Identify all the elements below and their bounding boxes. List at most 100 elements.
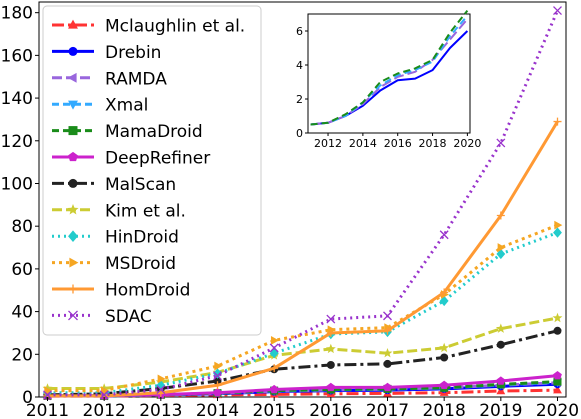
data-point-msdroid xyxy=(157,374,166,384)
data-point-sdac xyxy=(213,371,222,381)
x-tick-label: 2016 xyxy=(309,401,352,419)
data-point-sdac xyxy=(383,311,392,321)
data-point-malscan xyxy=(553,326,562,335)
x-tick-label: 2019 xyxy=(479,401,522,419)
data-point-deeprefiner xyxy=(383,382,392,392)
legend-marker-ramda xyxy=(67,72,77,83)
legend-label-sdac: SDAC xyxy=(105,307,152,327)
legend-marker-homdroid xyxy=(68,284,78,294)
legend-item-drebin: Drebin xyxy=(52,43,161,63)
legend-label-ramda: RAMDA xyxy=(105,69,167,89)
legend: Mclaughlin et al. Drebin RAMDA Xmal MamaDroi… xyxy=(42,5,262,336)
data-point-kim-et-al xyxy=(552,312,563,323)
legend-item-mclaughlin-et-al: Mclaughlin et al. xyxy=(52,17,245,37)
legend-label-deeprefiner: DeepRefiner xyxy=(105,149,210,169)
legend-label-malscan: MalScan xyxy=(105,175,176,195)
series-homdroid xyxy=(43,117,562,400)
data-point-msdroid xyxy=(554,220,563,230)
x-tick-label: 2015 xyxy=(253,401,296,419)
inset-series-line-3 xyxy=(310,9,469,126)
y-tick-label: 180 xyxy=(1,4,33,24)
inset-x-tick-label: 2020 xyxy=(453,137,481,150)
data-point-msdroid xyxy=(214,361,223,371)
y-tick-label: 80 xyxy=(11,217,33,237)
series-line-hindroid xyxy=(47,231,559,395)
data-point-mamadroid xyxy=(553,377,562,386)
data-point-sdac xyxy=(326,314,336,324)
y-tick-label: 160 xyxy=(1,46,33,66)
series-line-mamadroid xyxy=(47,380,558,398)
data-point-homdroid xyxy=(496,211,505,220)
series-line-sdac xyxy=(47,9,559,397)
legend-marker-hindroid xyxy=(68,230,78,243)
data-point-homdroid xyxy=(383,326,392,335)
legend-item-hindroid: HinDroid xyxy=(52,228,179,248)
inset-y-tick-label: 4 xyxy=(296,59,303,72)
legend-label-kim-et-al: Kim et al. xyxy=(105,201,186,221)
x-tick-label: 2020 xyxy=(536,401,579,419)
legend-frame xyxy=(42,5,262,336)
inset-y-tick-label: 0 xyxy=(296,127,303,140)
data-point-sdac xyxy=(439,230,449,240)
legend-item-sdac: SDAC xyxy=(52,307,152,327)
data-point-malscan xyxy=(383,359,392,368)
data-point-deeprefiner xyxy=(213,388,222,397)
data-point-deeprefiner xyxy=(496,376,506,385)
legend-item-xmal: Xmal xyxy=(52,96,148,116)
legend-items: Mclaughlin et al. Drebin RAMDA Xmal MamaDroi… xyxy=(52,17,245,327)
data-point-kim-et-al xyxy=(495,323,506,333)
y-tick-label: 140 xyxy=(1,89,33,109)
data-point-msdroid xyxy=(270,336,279,345)
data-point-homdroid xyxy=(440,288,449,297)
series-line-homdroid xyxy=(47,120,559,398)
x-tick-label: 2013 xyxy=(139,401,182,419)
data-point-malscan xyxy=(326,360,335,369)
inset-x-axis: 2012 2014 2016 2018 2020 xyxy=(314,133,481,150)
inset-bg xyxy=(308,14,470,133)
inset-y-axis: 0 2 4 6 xyxy=(296,25,308,140)
x-tick-label: 2014 xyxy=(196,401,239,419)
data-point-deeprefiner xyxy=(269,384,279,394)
legend-marker-msdroid xyxy=(69,257,79,268)
main-plot-frame xyxy=(38,1,567,398)
legend-label-mclaughlin-et-al: Mclaughlin et al. xyxy=(105,17,245,37)
legend-label-drebin: Drebin xyxy=(105,43,161,63)
y-tick-label: 120 xyxy=(1,132,33,152)
inset-plot: 0 2 4 6 2012 2014 2016 2018 2020 xyxy=(296,9,481,150)
inset-y-tick-label: 6 xyxy=(296,25,303,38)
legend-marker-drebin xyxy=(68,46,78,56)
data-point-deeprefiner xyxy=(553,371,562,380)
legend-item-kim-et-al: Kim et al. xyxy=(52,201,186,221)
legend-label-homdroid: HomDroid xyxy=(105,281,190,301)
x-tick-label: 2011 xyxy=(26,401,69,419)
series-sdac xyxy=(43,6,562,400)
data-point-deeprefiner xyxy=(326,382,336,392)
data-point-sdac xyxy=(43,390,52,400)
inset-x-tick-label: 2012 xyxy=(314,137,342,150)
legend-marker-xmal xyxy=(68,100,78,110)
x-tick-label: 2012 xyxy=(83,401,126,419)
legend-marker-mclaughlin-et-al xyxy=(68,19,78,29)
data-point-homdroid xyxy=(213,381,222,390)
x-tick-label: 2017 xyxy=(366,401,409,419)
main-x-axis: 2011 2012 2013 2014 2015 2016 2017 2018 2019 2020 xyxy=(26,397,579,419)
legend-item-mamadroid: MamaDroid xyxy=(52,122,203,142)
data-point-homdroid xyxy=(553,117,562,126)
legend-marker-mamadroid xyxy=(68,126,78,136)
series-line-msdroid xyxy=(47,223,559,393)
data-point-homdroid xyxy=(270,364,279,373)
main-series-layer xyxy=(42,6,563,401)
data-point-kim-et-al xyxy=(439,342,450,353)
data-point-malscan xyxy=(213,376,222,385)
legend-marker-kim-et-al xyxy=(67,203,79,215)
legend-marker-deeprefiner xyxy=(68,151,78,162)
legend-item-ramda: RAMDA xyxy=(52,69,167,89)
x-tick-label: 2018 xyxy=(423,401,466,419)
data-point-kim-et-al xyxy=(325,343,336,354)
legend-item-malscan: MalScan xyxy=(52,175,176,195)
inset-series-layer xyxy=(310,9,469,126)
data-point-kim-et-al xyxy=(382,348,393,358)
data-point-sdac xyxy=(553,6,562,16)
